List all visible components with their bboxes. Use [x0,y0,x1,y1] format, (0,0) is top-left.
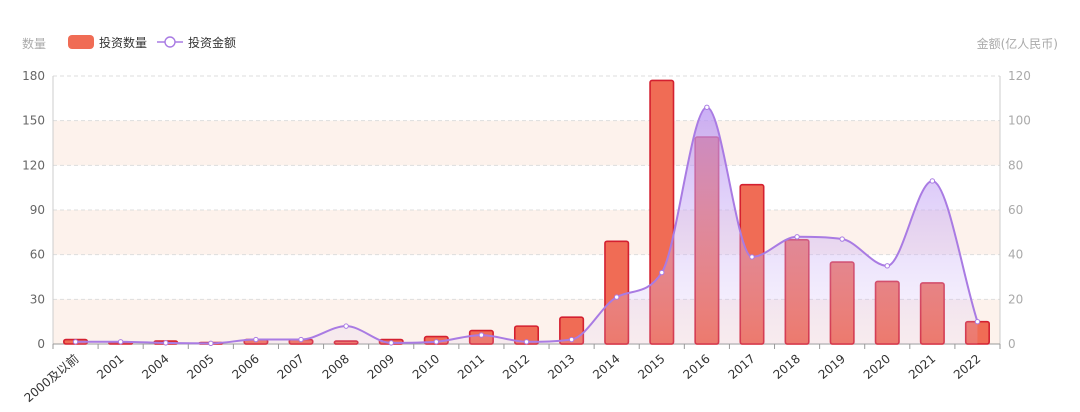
category-label: 2021 [906,352,938,382]
category-label: 2008 [320,352,352,382]
right-tick-label: 80 [1008,158,1023,172]
line-point [884,263,890,269]
right-tick-label: 120 [1008,69,1031,83]
line-point [749,254,755,260]
category-label: 2009 [365,352,397,382]
area-series [75,107,978,345]
left-tick-label: 30 [30,292,45,306]
category-label: 2014 [590,352,622,382]
line-point [163,340,169,346]
line-point [613,294,620,300]
category-label: 2005 [184,352,216,382]
right-tick-label: 0 [1008,337,1016,351]
line-point [568,336,575,343]
left-tick-label: 0 [37,337,45,351]
left-axis-ticks: 0 30 60 90 120 150 180 [22,69,45,351]
line-point [839,236,845,242]
amount-area [75,107,978,345]
legend-bar-label: 投资数量 [99,35,147,50]
category-label: 2007 [275,352,307,382]
right-axis-ticks: 0 20 40 60 80 100 120 [1008,69,1031,351]
line-point [659,269,665,276]
grid-lines [53,75,1000,300]
category-label: 2022 [951,352,983,382]
category-label: 2016 [680,352,712,382]
line-point [929,178,936,184]
category-label: 2015 [635,352,667,382]
right-axis-name: 金额(亿人民币) [977,36,1058,51]
line-points [72,104,981,347]
category-label: 2010 [410,352,442,382]
line-point [478,332,485,338]
right-tick-label: 20 [1008,292,1023,306]
line-point [523,339,530,345]
category-labels: 2000及以前 2001 2004 2005 2006 2007 2008 2009 2010 2… [21,351,984,405]
line-point [298,336,304,343]
left-tick-label: 150 [22,114,45,128]
category-label: 2011 [455,352,487,382]
category-label: 2006 [229,352,261,382]
left-axis-name: 数量 [22,36,46,51]
legend-line-marker [164,36,176,48]
legend[interactable]: 投资数量 投资金额 [68,35,236,50]
legend-bar-swatch [68,35,94,49]
category-label: 2000及以前 [21,351,82,405]
left-tick-label: 180 [22,69,45,83]
line-point [72,339,79,345]
line-point [253,336,259,343]
line-point [974,318,981,325]
category-label: 2019 [816,352,848,382]
category-label: 2004 [139,352,171,382]
category-label: 2020 [861,352,893,382]
line-point [388,340,394,346]
line-point [794,234,800,240]
right-tick-label: 40 [1008,248,1023,262]
line-point [343,323,349,329]
left-tick-label: 90 [30,203,45,217]
category-label: 2012 [500,352,532,382]
category-label: 2017 [726,352,758,382]
background-band [53,120,1000,166]
left-tick-label: 60 [30,248,45,262]
legend-line-label: 投资金额 [188,35,236,50]
line-point [208,340,214,347]
right-tick-label: 60 [1008,203,1023,217]
line-point [433,339,440,345]
category-label: 2013 [545,352,577,382]
category-label: 2001 [94,352,126,382]
left-tick-label: 120 [22,158,45,172]
line-point [704,104,710,110]
category-label: 2018 [771,352,803,382]
right-tick-label: 100 [1008,114,1031,128]
line-point [117,339,124,345]
